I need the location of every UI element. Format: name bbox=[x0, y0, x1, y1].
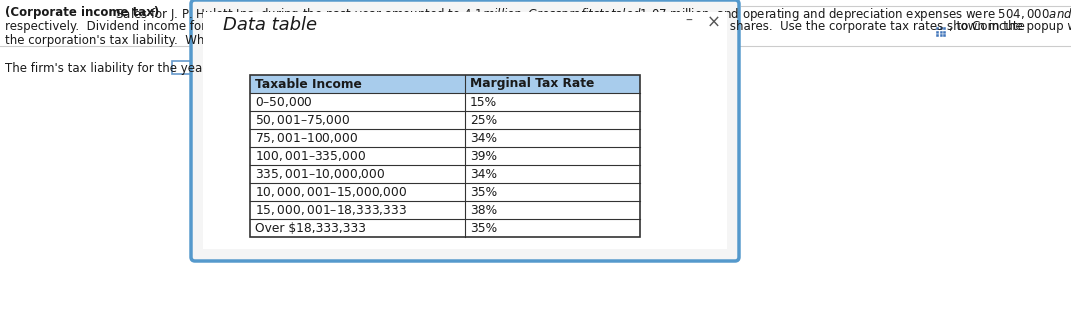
Bar bbox=[939, 34, 942, 37]
Text: 34%: 34% bbox=[470, 132, 497, 144]
Text: ×: × bbox=[707, 14, 721, 32]
Bar bbox=[939, 27, 942, 30]
Text: Taxable Income: Taxable Income bbox=[255, 78, 362, 90]
Text: the corporation's tax liability.  What are the firm's average and marginal tax r: the corporation's tax liability. What ar… bbox=[5, 34, 497, 47]
Bar bbox=[172, 61, 194, 74]
Bar bbox=[250, 75, 640, 237]
Text: Sales for J. P. Hulett Inc. during the past year amounted to $4.1 million.  Gros: Sales for J. P. Hulett Inc. during the p… bbox=[108, 6, 1071, 23]
Text: $10,000,001 – $15,000,000: $10,000,001 – $15,000,000 bbox=[255, 185, 407, 199]
Text: respectively.  Dividend income for the year was $11,000, which was paid by a fir: respectively. Dividend income for the ye… bbox=[5, 20, 1071, 33]
Text: 35%: 35% bbox=[470, 221, 497, 235]
Text: 15%: 15% bbox=[470, 95, 497, 109]
Bar bbox=[936, 27, 939, 30]
Text: Marginal Tax Rate: Marginal Tax Rate bbox=[470, 78, 594, 90]
Text: $100,001 – $335,000: $100,001 – $335,000 bbox=[255, 149, 366, 163]
Text: –: – bbox=[685, 14, 692, 28]
Bar bbox=[250, 75, 640, 93]
Text: $75,001 – $100,000: $75,001 – $100,000 bbox=[255, 131, 358, 145]
Text: 25%: 25% bbox=[470, 113, 497, 127]
Text: , to Comcute: , to Comcute bbox=[949, 20, 1025, 33]
FancyBboxPatch shape bbox=[191, 0, 739, 261]
Bar bbox=[942, 30, 946, 34]
Text: 35%: 35% bbox=[470, 186, 497, 198]
Text: $0 – $50,000: $0 – $50,000 bbox=[255, 95, 313, 109]
Bar bbox=[942, 27, 946, 30]
Text: $50,001 – $75,000: $50,001 – $75,000 bbox=[255, 113, 350, 127]
Text: 38%: 38% bbox=[470, 203, 497, 216]
Bar bbox=[939, 30, 942, 34]
Text: (Corporate income tax): (Corporate income tax) bbox=[5, 6, 160, 19]
Bar bbox=[203, 12, 727, 249]
Bar bbox=[936, 30, 939, 34]
Text: 34%: 34% bbox=[470, 167, 497, 181]
Text: Over $18,333,333: Over $18,333,333 bbox=[255, 221, 366, 235]
Text: The firm's tax liability for the year is $: The firm's tax liability for the year is… bbox=[5, 62, 231, 75]
Bar bbox=[250, 75, 640, 237]
Text: Data table: Data table bbox=[223, 16, 317, 34]
Bar bbox=[942, 34, 946, 37]
Text: $15,000,001 – $18,333,333: $15,000,001 – $18,333,333 bbox=[255, 203, 407, 217]
Text: $335,001 – $10,000,000: $335,001 – $10,000,000 bbox=[255, 167, 386, 181]
Text: 39%: 39% bbox=[470, 149, 497, 163]
Bar bbox=[936, 34, 939, 37]
